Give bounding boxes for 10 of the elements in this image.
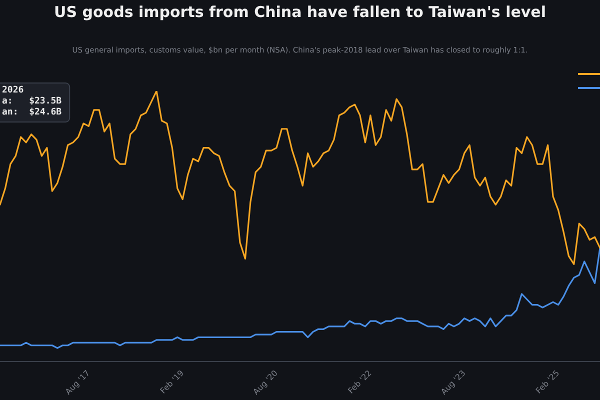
x-tick-label: Aug '20 — [251, 368, 280, 396]
annotation: a: $23.5B — [2, 96, 62, 106]
x-tick-label: Feb '19 — [158, 368, 186, 396]
x-tick-label: Feb '25 — [534, 368, 562, 396]
annotation: an: $24.6B — [2, 107, 62, 118]
x-tick-label: Aug '17 — [64, 368, 92, 396]
annotation: 2026 — [2, 85, 24, 96]
chart-title: US goods imports from China have fallen to Taiwan's level — [54, 2, 546, 21]
x-tick-label: Aug '23 — [439, 368, 468, 396]
x-tick-label: Feb '22 — [346, 368, 374, 396]
